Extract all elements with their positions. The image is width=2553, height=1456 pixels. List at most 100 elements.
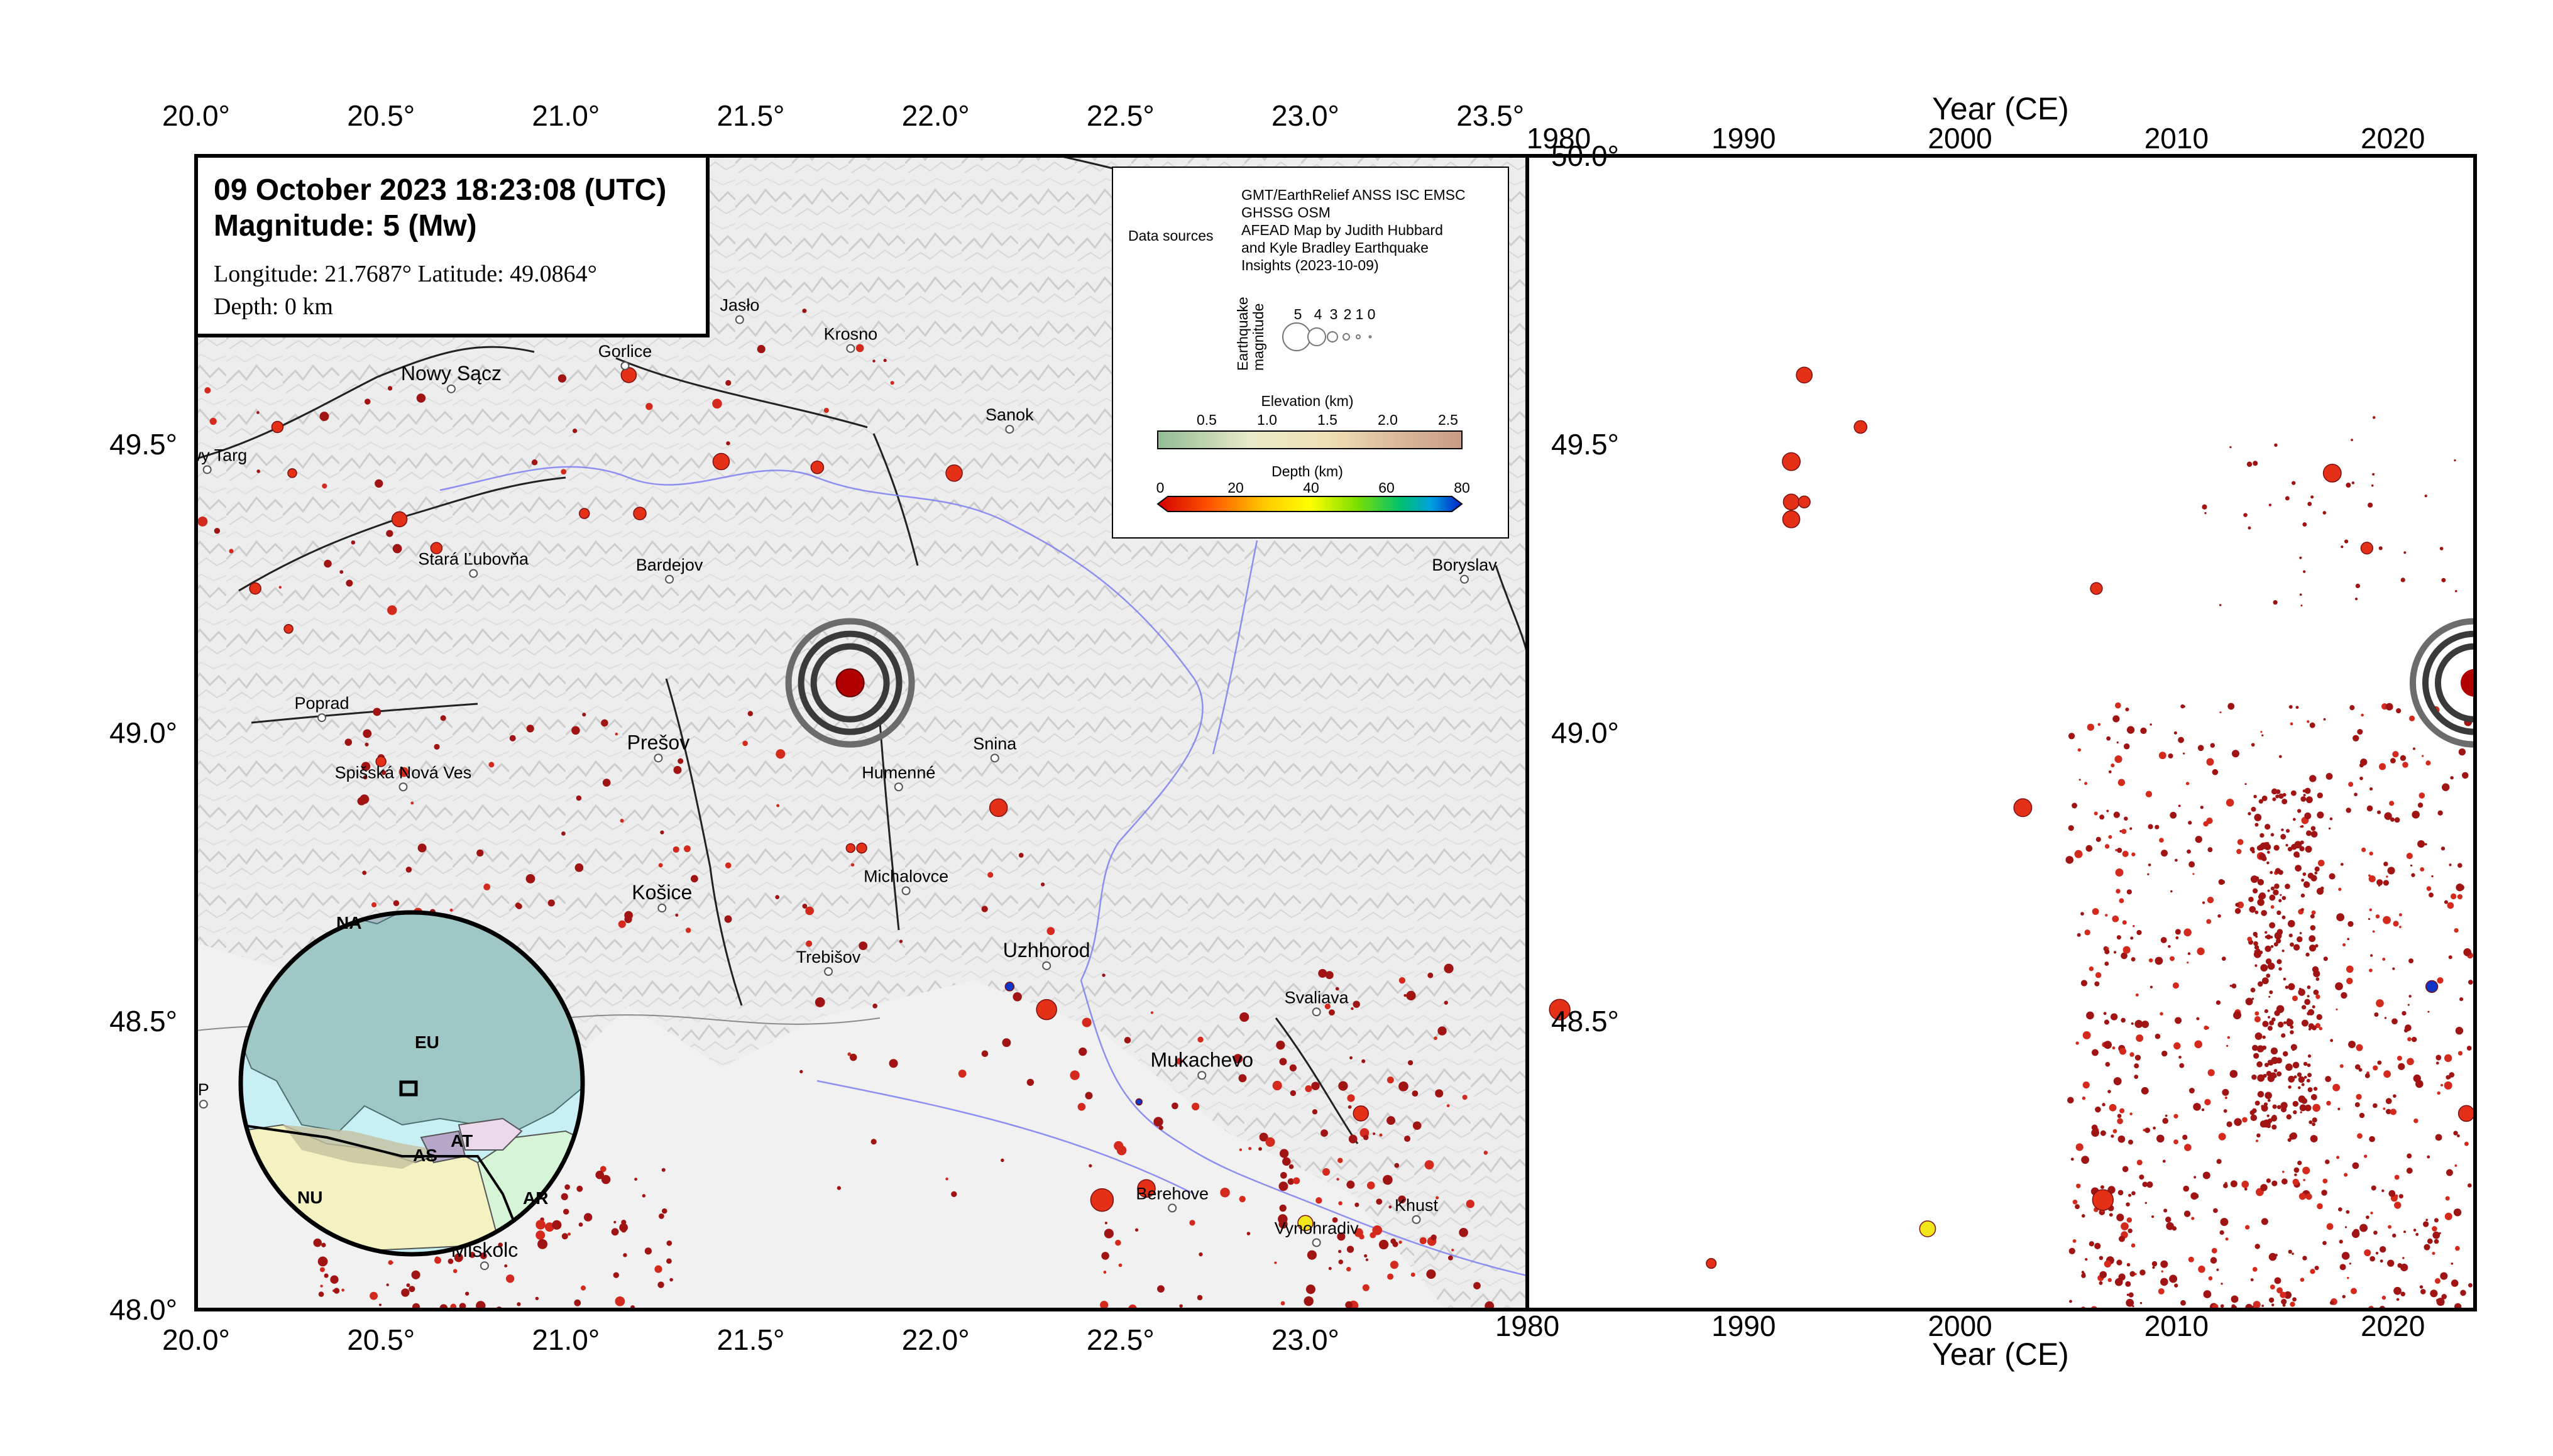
earthquake-dot — [1398, 1195, 1406, 1204]
time-event-dot — [2261, 977, 2269, 985]
time-event-dot — [2268, 1015, 2271, 1019]
time-event-dot — [2183, 1210, 2191, 1217]
earthquake-dot — [256, 469, 260, 473]
earthquake-dot — [1274, 1261, 1277, 1264]
time-event-dot — [2284, 1291, 2292, 1299]
time-event-dot — [2396, 708, 2402, 714]
time-event-dot — [2285, 843, 2288, 847]
time-event-dot — [2118, 1235, 2125, 1242]
earthquake-dot — [544, 1222, 554, 1232]
time-event-dot — [2253, 794, 2257, 799]
time-event-dot — [2375, 914, 2380, 919]
time-event-dot — [2204, 1025, 2209, 1031]
time-event-dot — [2276, 929, 2283, 936]
time-event-dot — [2099, 814, 2105, 820]
mainshock-ring — [810, 643, 890, 723]
time-event-dot — [2369, 851, 2373, 856]
time-event-dot — [2446, 1169, 2453, 1176]
time-event-dot — [2385, 1098, 2392, 1105]
time-event-dot — [2444, 1212, 2452, 1220]
earthquake-dot — [381, 770, 387, 775]
earthquake-dot — [417, 843, 427, 853]
time-event-dot — [2422, 755, 2424, 757]
time-event-dot — [2170, 811, 2177, 819]
time-event-dot — [2126, 889, 2132, 895]
time-event-dot — [2353, 735, 2359, 742]
time-lat-tick: 48.5° — [1551, 1005, 1619, 1037]
time-event-dot — [2193, 1103, 2201, 1111]
earthquake-dot-large — [856, 842, 867, 854]
time-event-dot — [2109, 1213, 2113, 1217]
time-event-dot — [2412, 811, 2420, 819]
earthquake-dot — [1434, 1036, 1437, 1040]
time-event-dot — [2287, 846, 2293, 851]
city-label: Snina — [973, 734, 1017, 753]
time-event-dot — [2131, 957, 2136, 962]
earthquake-dot — [1175, 1058, 1183, 1065]
time-event-dot — [2134, 1063, 2139, 1069]
time-event-dot — [2258, 844, 2265, 851]
earthquake-dot-large — [1297, 1215, 1314, 1232]
earthquake-dot — [388, 1260, 393, 1265]
city-label: Jasło — [720, 296, 759, 315]
time-event-dot — [2159, 838, 2164, 843]
time-event-dot — [2413, 1229, 2417, 1232]
time-event-dot — [2273, 1069, 2278, 1073]
time-event-dot — [2317, 1203, 2323, 1210]
earthquake-dot-large — [945, 464, 963, 482]
time-event-dot — [2104, 1260, 2112, 1268]
earthquake-dot — [1124, 1037, 1131, 1044]
time-event-dot — [2252, 1044, 2258, 1051]
time-event-dot — [2262, 1021, 2268, 1027]
earthquake-dot — [498, 1242, 503, 1247]
lon-tick-top: 21.0° — [532, 99, 600, 132]
time-event-dot — [2407, 1058, 2414, 1066]
earthquake-dot — [1272, 1080, 1282, 1091]
earthquake-dot — [453, 1269, 458, 1273]
time-event-dot — [2339, 1064, 2344, 1068]
time-event-dot — [2148, 863, 2151, 867]
time-event-dot — [2080, 980, 2088, 987]
time-event-dot — [2355, 583, 2361, 589]
depth-tick: 0 — [1156, 479, 1165, 496]
earthquake-dot — [409, 1286, 415, 1293]
time-event-dot — [2464, 1141, 2469, 1146]
time-event-dot — [2165, 1217, 2171, 1223]
earthquake-dot — [517, 1302, 521, 1306]
time-event-dot — [2166, 1222, 2174, 1230]
earthquake-dot — [346, 579, 353, 587]
event-depth: Depth: 0 km — [214, 293, 333, 320]
time-event-dot — [2447, 902, 2454, 909]
time-event-dot — [2226, 1121, 2232, 1127]
time-event-dot — [2369, 1136, 2375, 1142]
earthquake-dot — [1390, 1238, 1397, 1244]
earthquake-dot — [363, 729, 372, 738]
earthquake-dot — [440, 715, 446, 721]
earthquake-dot — [1320, 1129, 1328, 1137]
time-event-dot — [2104, 844, 2110, 849]
time-event-dot — [2322, 1240, 2327, 1245]
lat-tick-left: 49.5° — [109, 428, 177, 461]
time-event-dot — [2242, 1117, 2248, 1123]
time-event-dot — [2406, 853, 2413, 860]
time-event-dot — [2287, 919, 2295, 928]
time-event-dot — [2168, 944, 2171, 948]
time-event-dot — [2385, 703, 2393, 711]
time-event-dot — [2371, 1185, 2376, 1191]
time-event-dot — [2122, 946, 2131, 954]
time-event-dot — [2411, 1036, 2417, 1043]
time-event-dot — [2420, 867, 2425, 872]
time-event-dot — [2195, 836, 2202, 843]
earthquake-dot — [1426, 1269, 1436, 1279]
time-event-dot — [2286, 829, 2290, 833]
earthquake-dot — [1179, 1304, 1183, 1308]
time-event-dot — [2410, 864, 2413, 867]
time-event-dot — [2373, 1065, 2378, 1071]
time-event-dot — [2458, 748, 2466, 756]
earthquake-dot — [657, 1281, 664, 1288]
time-event-dot — [2359, 1223, 2368, 1232]
time-event-dot — [2434, 1278, 2440, 1284]
earthquake-dot — [1197, 1295, 1203, 1301]
time-event-dot — [2408, 995, 2412, 998]
